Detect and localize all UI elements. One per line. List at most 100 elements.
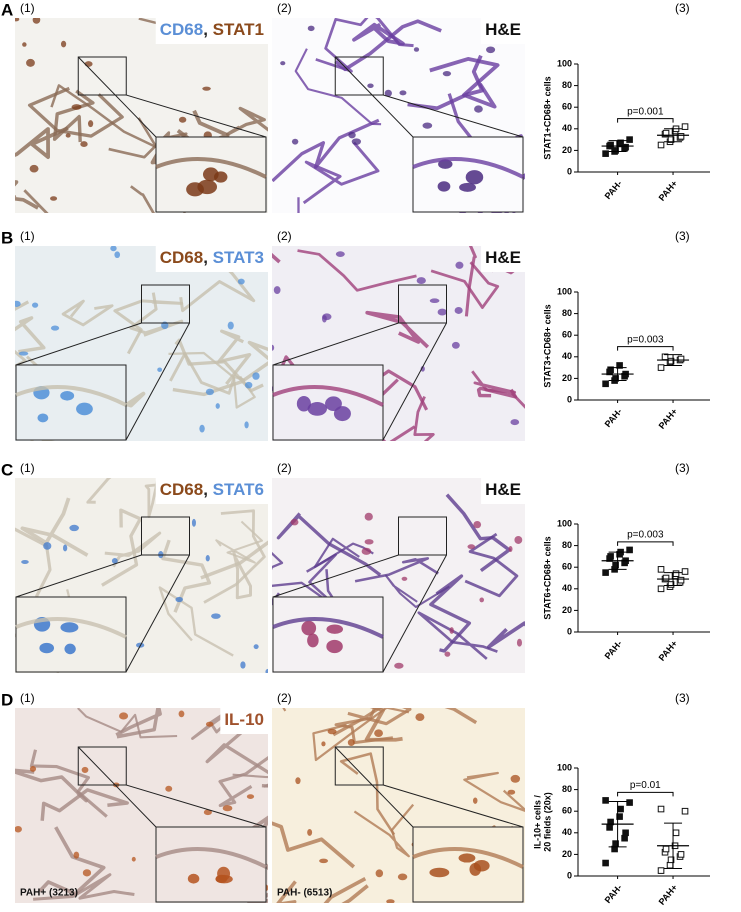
- significance-bracket: [617, 118, 674, 123]
- tissue: [104, 531, 162, 568]
- inset-tissue: [272, 385, 384, 407]
- stain-word: STAT3: [213, 248, 264, 267]
- cell: [455, 261, 464, 269]
- tissue: [323, 876, 369, 903]
- y-tick-label: 80: [562, 80, 572, 90]
- cell: [351, 138, 361, 145]
- tissue: [191, 710, 240, 740]
- zoom-line: [382, 554, 447, 673]
- zoom-box: [334, 56, 384, 96]
- stain-word: STAT1: [213, 20, 264, 39]
- y-axis-label: IL-10+ cells /: [532, 795, 542, 849]
- cell: [437, 308, 447, 316]
- inset-cell: [325, 396, 342, 412]
- zoom-box: [334, 746, 384, 786]
- stain-word: ,: [203, 248, 212, 267]
- significance-bracket: [617, 346, 674, 351]
- stain-label: CD68, STAT1: [160, 20, 264, 39]
- micrograph: IL-10 PAH+ (3213): [15, 708, 268, 903]
- y-tick-label: 80: [562, 308, 572, 318]
- y-tick-label: 0: [567, 394, 572, 404]
- cell: [429, 298, 440, 304]
- tissue: [376, 396, 435, 441]
- cell: [26, 58, 35, 67]
- y-axis-label: STAT3+CD68+ cells: [542, 304, 552, 387]
- cell: [80, 141, 88, 148]
- tissue: [40, 788, 129, 821]
- zoom-box: [141, 516, 190, 556]
- zoom-line: [15, 322, 142, 366]
- cell: [347, 739, 355, 747]
- cell: [111, 557, 118, 564]
- zoom-line: [334, 56, 414, 138]
- stain-word: ,: [203, 480, 212, 499]
- zoom-line: [272, 554, 399, 598]
- zoom-line: [382, 322, 447, 441]
- cell: [237, 278, 245, 285]
- micrograph: PAH- (6513): [272, 708, 525, 903]
- inset-cell: [60, 391, 75, 401]
- inset-tissue: [412, 847, 524, 869]
- cell: [15, 825, 22, 833]
- sub-label: (3): [675, 229, 690, 243]
- cell: [21, 559, 29, 564]
- zoom-line: [272, 322, 399, 366]
- cell: [375, 869, 384, 878]
- tissue: [332, 708, 412, 737]
- cell: [244, 421, 249, 429]
- cell: [472, 797, 478, 804]
- stain-label: H&E: [485, 480, 521, 499]
- tissue: [417, 611, 498, 660]
- cell: [65, 133, 71, 138]
- data-point: [626, 546, 633, 554]
- tissue: [129, 292, 184, 337]
- micrograph: CD68, STAT6: [15, 478, 268, 673]
- y-tick-label: 0: [567, 626, 572, 636]
- y-axis-label: STAT1+CD68+ cells: [542, 76, 552, 159]
- cell: [244, 381, 253, 389]
- tissue: [205, 731, 268, 788]
- cell: [110, 246, 117, 252]
- cell: [203, 809, 212, 816]
- tissue: [486, 621, 525, 649]
- stain-label-bg: [481, 246, 525, 272]
- tissue: [217, 329, 252, 386]
- micrograph: H&E: [272, 478, 525, 673]
- panel-letter: A: [1, 0, 13, 19]
- tissue: [302, 141, 380, 205]
- inset-cell: [307, 402, 327, 416]
- data-point: [616, 813, 623, 820]
- zoom-line: [125, 554, 190, 673]
- sub-label: (2): [277, 229, 292, 243]
- inset-tissue: [155, 157, 267, 179]
- cell: [364, 539, 374, 545]
- tissue: [77, 708, 178, 739]
- tissue: [272, 118, 380, 183]
- stain-word: CD68: [160, 480, 203, 499]
- cell: [178, 116, 187, 123]
- p-value: p=0.003: [627, 334, 664, 345]
- data-point: [667, 856, 675, 864]
- stain-word: STAT6: [213, 480, 264, 499]
- cell: [81, 766, 89, 773]
- data-point: [607, 818, 614, 826]
- data-point: [612, 375, 619, 382]
- cell: [510, 774, 521, 783]
- inset-cell: [459, 182, 476, 192]
- tissue: [169, 352, 246, 395]
- inset-cell: [307, 633, 319, 648]
- cell: [335, 251, 345, 257]
- zoom-box: [398, 284, 447, 324]
- tissue: [218, 755, 268, 808]
- tissue: [168, 351, 256, 409]
- cell: [272, 344, 275, 351]
- tissue: [407, 54, 485, 111]
- cell: [516, 638, 523, 647]
- x-tick-label: PAH-: [603, 178, 624, 201]
- cell: [454, 306, 463, 314]
- tissue: [20, 497, 89, 557]
- cell: [131, 856, 136, 862]
- cell: [394, 662, 404, 669]
- x-tick-label: PAH-: [603, 638, 624, 661]
- tissue: [354, 557, 439, 583]
